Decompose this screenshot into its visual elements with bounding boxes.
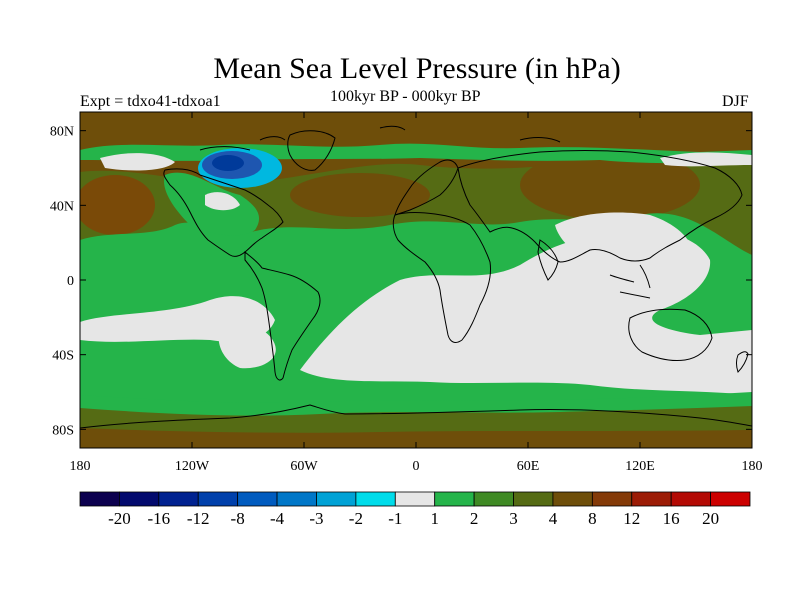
colorbar-label: -16	[147, 509, 170, 528]
darkblue-laurentide	[212, 155, 244, 171]
coast-africa	[392, 212, 491, 343]
coast-india	[537, 239, 559, 281]
y-tick-label: 0	[67, 274, 74, 289]
colorbar-label: -3	[309, 509, 323, 528]
colorbar-swatch	[710, 491, 751, 507]
experiment-label: Expt = tdxo41-tdxoa1	[80, 93, 221, 110]
y-axis-ticks: 80N 40N 0 40S 80S	[50, 125, 752, 438]
colorbar-label: 1	[430, 509, 439, 528]
colorbar-label: -4	[270, 509, 285, 528]
page-title: Mean Sea Level Pressure (in hPa)	[213, 52, 621, 85]
period-label: 100kyr BP - 000kyr BP	[330, 88, 481, 105]
brown-antarctica	[80, 428, 752, 448]
colorbar-label: 2	[470, 509, 479, 528]
colorbar-label: -20	[108, 509, 131, 528]
colorbar-swatch	[79, 491, 120, 507]
colorbar-label: -2	[349, 509, 363, 528]
x-tick-label: 60W	[290, 459, 318, 474]
colorbar-label: -1	[388, 509, 402, 528]
x-tick-label: 180	[70, 459, 91, 474]
colorbar-swatch	[591, 491, 633, 507]
colorbar-label: 16	[663, 509, 680, 528]
coast-south-america	[244, 250, 321, 381]
colorbar-label: 12	[623, 509, 640, 528]
coastlines	[80, 125, 752, 429]
grey-labrador	[205, 192, 240, 211]
colorbar-label: -8	[231, 509, 245, 528]
coast-arctic-islands	[199, 125, 561, 151]
x-tick-label: 120E	[625, 459, 655, 474]
colorbar-swatch	[355, 491, 396, 507]
colorbar-swatch	[434, 491, 475, 507]
x-tick-label: 180	[742, 459, 763, 474]
colorbar-swatch	[513, 491, 554, 507]
pressure-field	[80, 112, 752, 448]
season-label: DJF	[722, 93, 749, 110]
colorbar-swatch	[473, 491, 514, 507]
coast-greenland	[287, 130, 336, 171]
coast-se-asia	[609, 264, 651, 299]
colorbar: -20 -16 -12 -8 -4 -3 -2 -1 1 2 3 4 8 12 16 20	[79, 491, 751, 528]
x-tick-label: 120W	[175, 459, 210, 474]
x-axis-ticks: 180 120W 60W 0 60E 120E 180	[70, 112, 763, 474]
colorbar-label: 20	[702, 509, 719, 528]
colorbar-swatch	[237, 491, 278, 507]
colorbar-swatch	[670, 491, 711, 507]
coast-australia	[628, 308, 713, 361]
brown-blob-atlantic	[290, 173, 430, 217]
coast-asia	[457, 150, 743, 263]
coast-antarctica	[80, 404, 752, 429]
colorbar-swatch	[197, 491, 239, 507]
colorbar-swatch	[394, 491, 436, 507]
brown-blob-pacific	[80, 175, 155, 235]
colorbar-swatch	[158, 491, 199, 507]
y-tick-label: 80N	[50, 125, 74, 140]
y-tick-label: 40S	[52, 349, 74, 364]
coast-north-america	[163, 168, 284, 257]
grey-east-pacific	[218, 325, 276, 369]
y-tick-label: 40N	[50, 199, 74, 214]
colorbar-swatch	[316, 491, 357, 507]
coast-europe	[394, 159, 459, 216]
grey-siberia-patch	[660, 152, 752, 167]
colorbar-label: 8	[588, 509, 597, 528]
grey-arctic-patch	[100, 153, 175, 171]
x-tick-label: 60E	[517, 459, 540, 474]
coast-new-zealand	[736, 351, 749, 373]
brown-blob-asia	[520, 150, 700, 220]
colorbar-swatch	[552, 491, 593, 507]
colorbar-swatch	[631, 491, 672, 507]
colorbar-label: 3	[509, 509, 518, 528]
colorbar-label: 4	[549, 509, 558, 528]
grey-indian-north	[555, 212, 693, 275]
y-tick-label: 80S	[52, 423, 74, 438]
colorbar-swatch	[276, 491, 317, 507]
colorbar-label: -12	[187, 509, 210, 528]
colorbar-swatch	[119, 491, 160, 507]
x-tick-label: 0	[413, 459, 420, 474]
